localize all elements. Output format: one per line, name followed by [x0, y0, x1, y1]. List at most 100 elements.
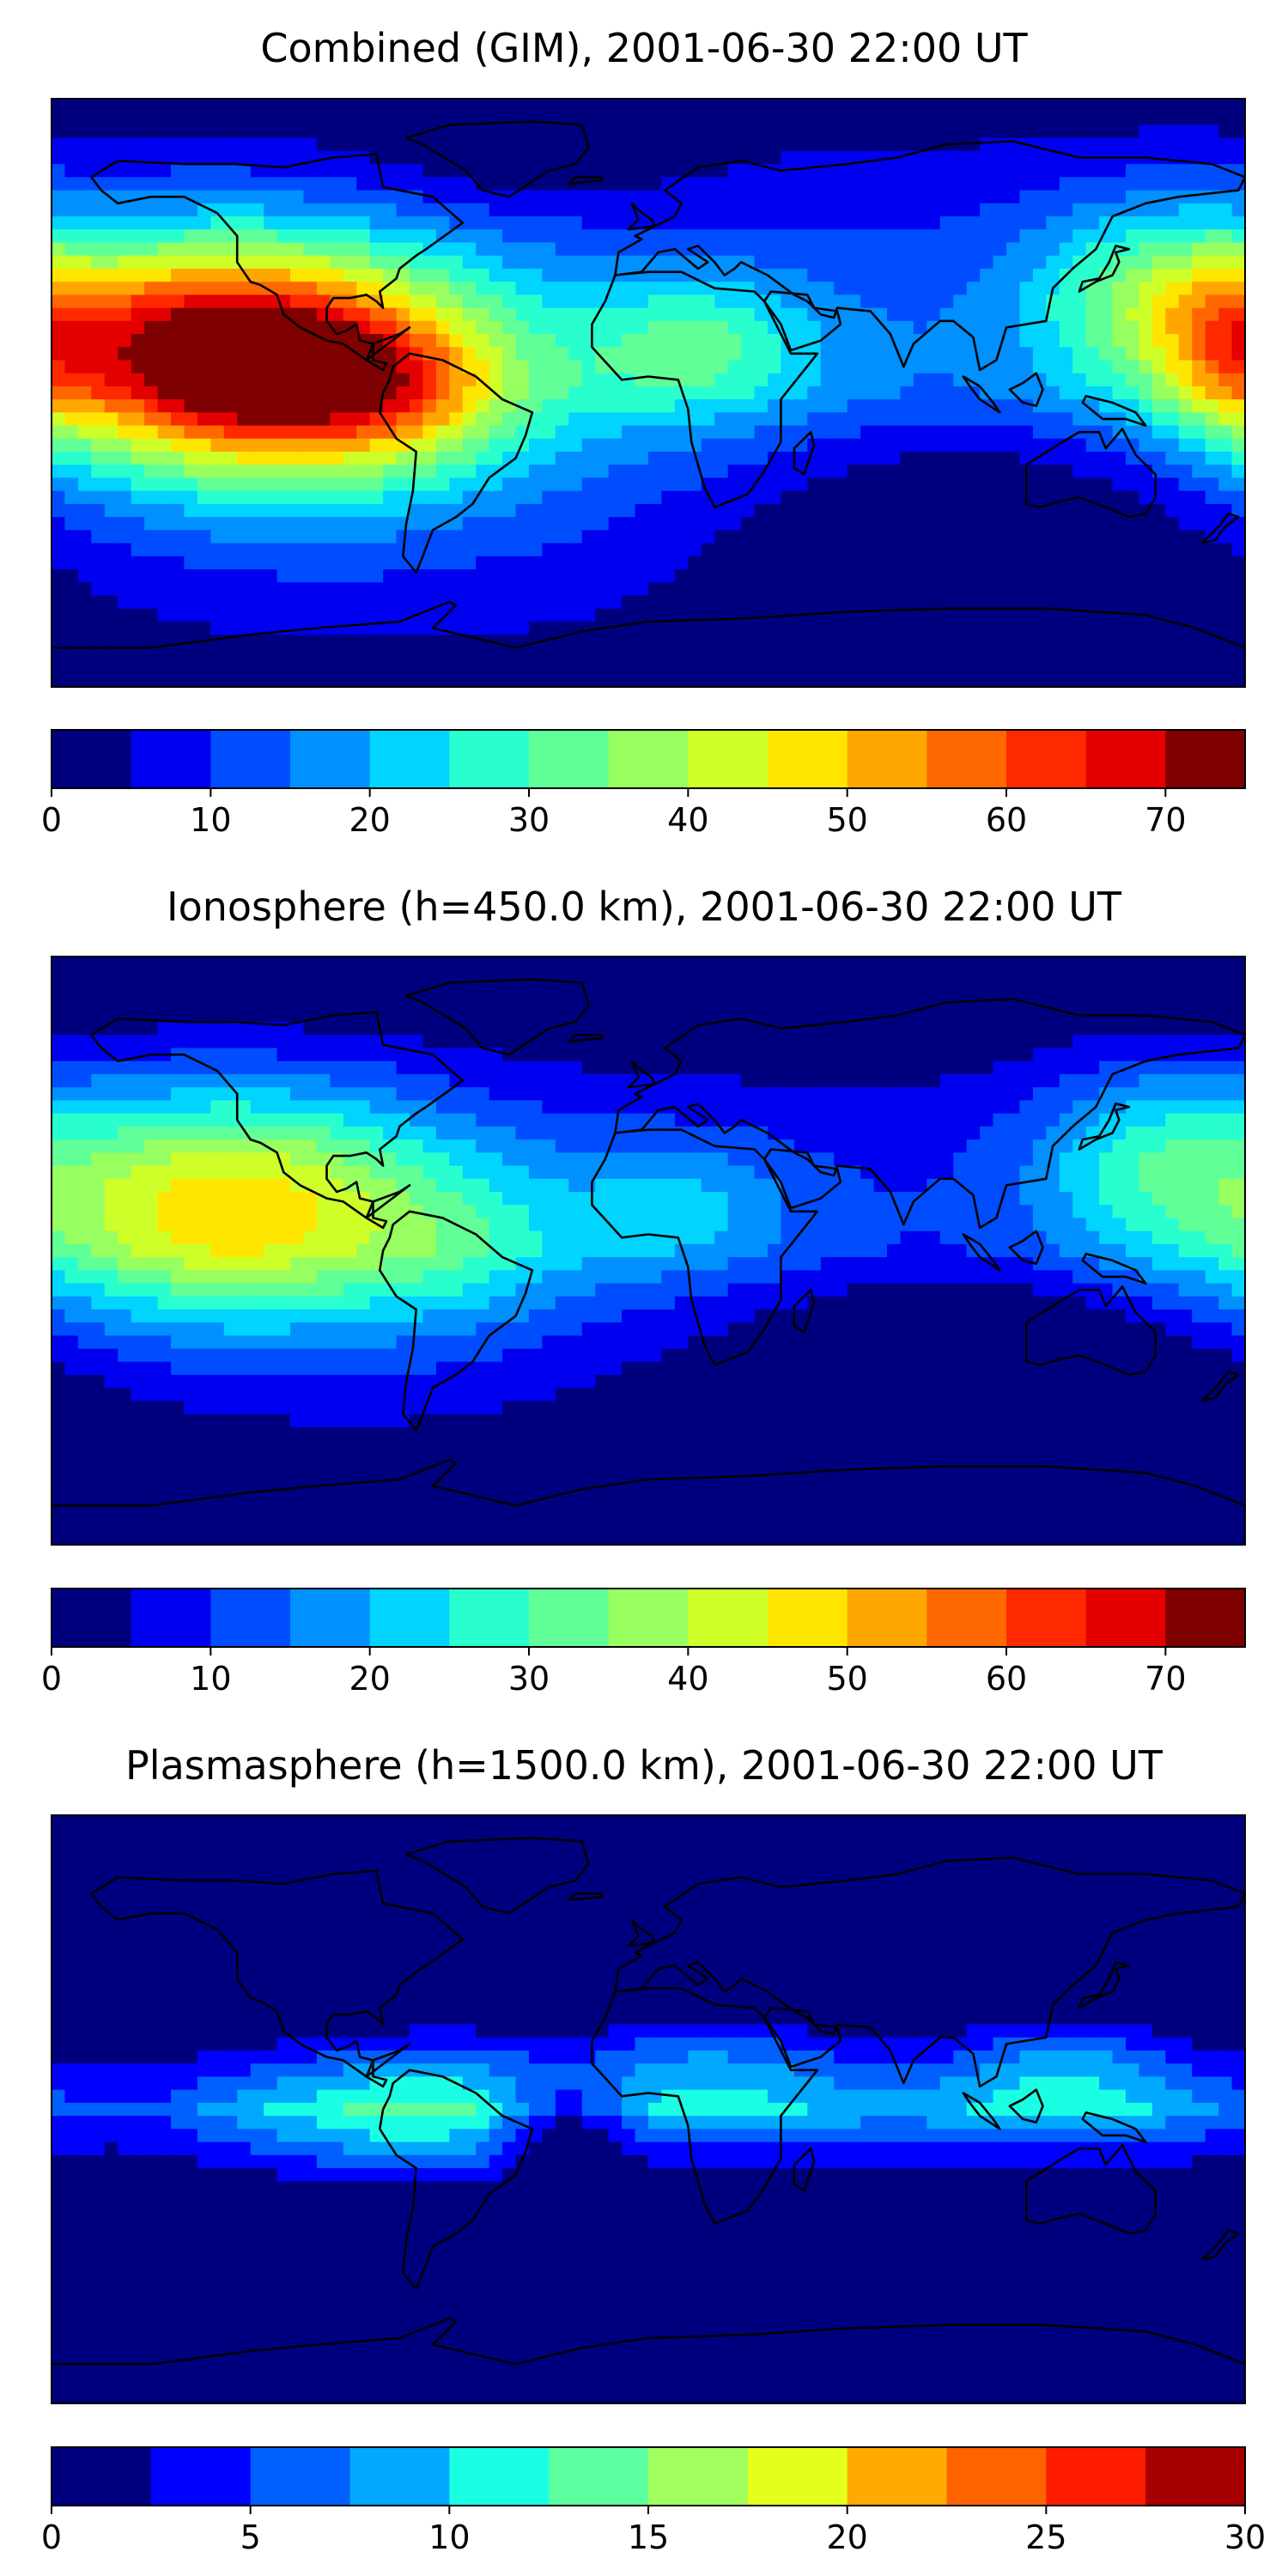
heat-cell: [356, 1008, 371, 1023]
heat-cell: [223, 957, 238, 970]
heat-cell: [144, 360, 159, 374]
heat-cell: [157, 112, 172, 126]
heat-cell: [847, 320, 861, 335]
heat-cell: [1112, 647, 1127, 662]
heat-cell: [622, 295, 636, 309]
heat-cell: [1192, 137, 1206, 152]
heat-cell: [1192, 1060, 1206, 1075]
heat-cell: [1072, 957, 1087, 970]
heat-cell: [913, 452, 927, 465]
heat-cell: [184, 673, 198, 687]
heat-cell: [939, 373, 954, 387]
heat-cell: [595, 452, 610, 465]
heat-cell: [714, 957, 729, 970]
heat-cell: [980, 438, 994, 453]
heat-cell: [1139, 660, 1153, 675]
heat-cell: [52, 543, 66, 557]
heat-cell: [77, 177, 92, 191]
heat-cell: [834, 490, 848, 505]
heat-cell: [1085, 99, 1100, 112]
heat-cell: [276, 99, 291, 112]
heat-cell: [980, 150, 994, 165]
heat-cell: [873, 216, 888, 230]
heat-cell: [860, 282, 875, 295]
heat-cell: [476, 307, 490, 322]
heat-cell: [768, 242, 782, 257]
heat-cell: [555, 125, 569, 139]
heat-cell: [568, 307, 583, 322]
heat-cell: [1085, 242, 1100, 257]
heat-cell: [807, 373, 822, 387]
heat-cell: [1112, 530, 1127, 544]
heat-cell: [555, 190, 569, 204]
heat-cell: [595, 334, 610, 348]
heat-cell: [529, 582, 544, 597]
heat-cell: [1059, 412, 1073, 427]
heat-cell: [77, 295, 92, 309]
heat-cell: [661, 360, 676, 374]
heat-cell: [476, 608, 490, 623]
heat-cell: [529, 347, 544, 361]
heat-cell: [608, 190, 623, 204]
heat-cell: [622, 112, 636, 126]
heat-cell: [1178, 360, 1193, 374]
heat-cell: [1046, 229, 1060, 244]
heat-cell: [383, 569, 398, 583]
heat-cell: [927, 673, 941, 687]
heat-cell: [688, 1008, 702, 1023]
heat-cell: [701, 150, 715, 165]
heat-cell: [489, 307, 503, 322]
heat-cell: [1151, 203, 1166, 217]
heat-cell: [768, 503, 782, 518]
heat-cell: [210, 635, 225, 648]
heat-cell: [104, 595, 118, 610]
heat-cell: [820, 320, 835, 335]
heat-cell: [1059, 969, 1073, 984]
heat-cell: [1231, 503, 1245, 518]
heat-cell: [1165, 477, 1180, 492]
heat-cell: [595, 582, 610, 597]
heat-cell: [330, 360, 344, 374]
heat-cell: [1099, 660, 1114, 675]
heat-cell: [622, 137, 636, 152]
heat-cell: [820, 608, 835, 623]
heat-cell: [1032, 99, 1047, 112]
heat-cell: [581, 99, 596, 112]
heat-cell: [1192, 1022, 1206, 1036]
heat-cell: [1019, 1074, 1034, 1088]
heat-cell: [1178, 995, 1193, 1010]
heat-cell: [900, 1048, 914, 1062]
heat-cell: [635, 373, 649, 387]
heat-cell: [422, 438, 437, 453]
heat-cell: [290, 595, 305, 610]
heat-cell: [1059, 99, 1073, 112]
heat-cell: [383, 995, 398, 1010]
heat-cell: [966, 982, 981, 997]
heat-cell: [1126, 282, 1140, 295]
heat-cell: [820, 503, 835, 518]
heat-cell: [396, 530, 410, 544]
heat-cell: [223, 307, 238, 322]
heat-cell: [502, 452, 517, 465]
heat-cell: [276, 425, 291, 440]
heat-cell: [237, 465, 252, 479]
heat-cell: [754, 177, 769, 191]
heat-cell: [581, 150, 596, 165]
heat-cell: [648, 1022, 663, 1036]
heat-cell: [303, 543, 318, 557]
heat-cell: [184, 190, 198, 204]
heat-cell: [648, 530, 663, 544]
heat-cell: [343, 1022, 357, 1036]
heat-cell: [118, 373, 132, 387]
heat-cell: [542, 412, 556, 427]
heat-cell: [502, 490, 517, 505]
heat-cell: [1231, 995, 1245, 1010]
heat-cell: [555, 503, 569, 518]
heat-cell: [529, 137, 544, 152]
heat-cell: [91, 569, 106, 583]
heat-cell: [449, 242, 464, 257]
heat-cell: [1218, 425, 1233, 440]
heat-cell: [1032, 569, 1047, 583]
heat-cell: [701, 517, 715, 531]
heat-cell: [462, 660, 477, 675]
